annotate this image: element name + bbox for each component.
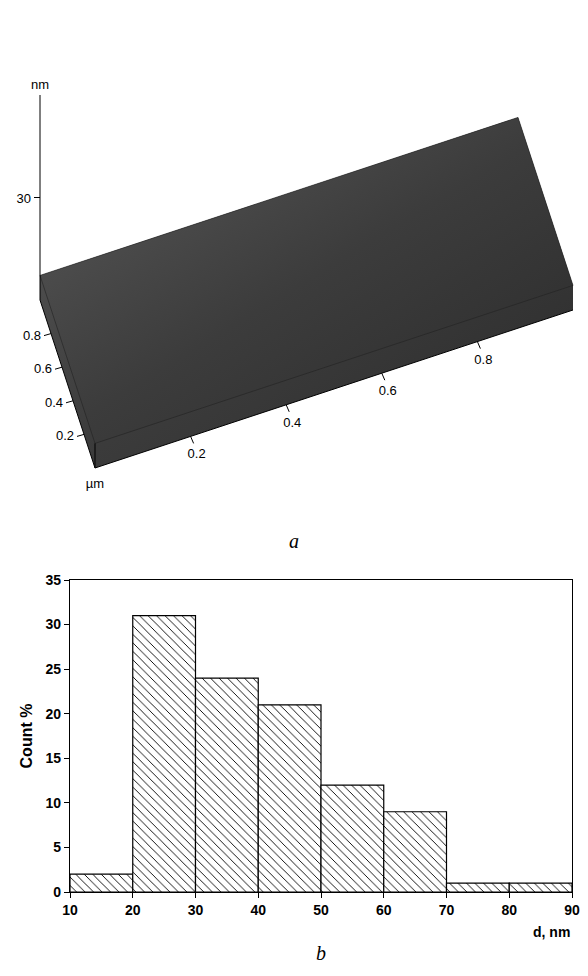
svg-text:20: 20 (125, 902, 141, 918)
svg-text:0.6: 0.6 (379, 383, 397, 398)
svg-text:0.2: 0.2 (56, 428, 74, 443)
svg-text:20: 20 (45, 706, 61, 722)
svg-text:40: 40 (250, 902, 266, 918)
svg-text:0: 0 (53, 884, 61, 900)
svg-text:80: 80 (501, 902, 517, 918)
svg-text:b: b (316, 942, 326, 964)
svg-text:25: 25 (45, 661, 61, 677)
svg-text:0.6: 0.6 (34, 361, 52, 376)
svg-text:5: 5 (53, 839, 61, 855)
svg-text:10: 10 (45, 795, 61, 811)
svg-text:d, nm: d, nm (533, 924, 570, 940)
svg-text:10: 10 (62, 902, 78, 918)
svg-text:70: 70 (439, 902, 455, 918)
svg-text:0.8: 0.8 (23, 328, 41, 343)
svg-text:a: a (289, 530, 299, 552)
svg-text:nm: nm (31, 77, 49, 92)
svg-text:50: 50 (313, 902, 329, 918)
svg-text:60: 60 (376, 902, 392, 918)
svg-text:Count %: Count % (18, 704, 35, 769)
svg-text:0.4: 0.4 (283, 415, 301, 430)
svg-text:30: 30 (188, 902, 204, 918)
svg-text:30: 30 (45, 616, 61, 632)
svg-text:0.2: 0.2 (188, 446, 206, 461)
svg-text:0.4: 0.4 (45, 395, 63, 410)
svg-text:90: 90 (564, 902, 580, 918)
svg-text:15: 15 (45, 750, 61, 766)
svg-text:35: 35 (45, 572, 61, 588)
svg-text:µm: µm (86, 476, 104, 491)
svg-text:0.8: 0.8 (474, 352, 492, 367)
svg-text:30: 30 (17, 191, 31, 206)
